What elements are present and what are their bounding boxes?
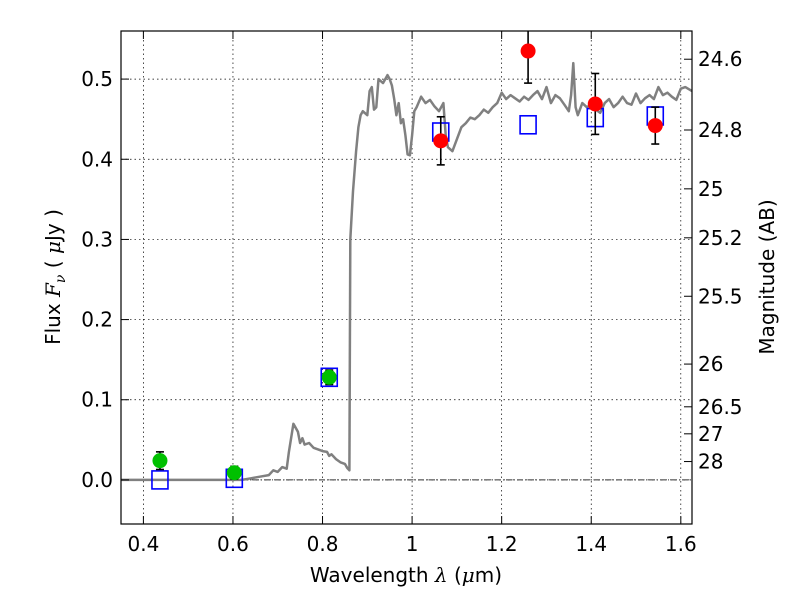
mag-tick-label: 27 [698, 422, 723, 446]
y-axis-title-unit-close: Jy ) [41, 209, 65, 243]
observed_infrared-point [433, 133, 449, 149]
y-axis-title-symbol: F [41, 282, 65, 298]
model-photometry-square [320, 367, 339, 388]
y-tick-label: 0.4 [81, 147, 113, 171]
y-tick-label: 0.1 [81, 388, 113, 412]
x-tick-label: 0.6 [217, 532, 249, 556]
y-tick-label: 0.2 [81, 308, 113, 332]
observed_infrared-point [587, 96, 603, 112]
x-tick-label: 1 [406, 532, 419, 556]
mag-tick-label: 24.8 [698, 118, 743, 142]
x-tick-label: 1.2 [486, 532, 518, 556]
ticks: 0.4 0.6 0.8 1 1.2 1.4 1.6 0.0 0.1 0.2 0.3 0.4 0.5 24.… [81, 31, 743, 556]
mag-tick-label: 24.6 [698, 47, 743, 71]
x-axis-title-prefix: Wavelength [310, 563, 435, 587]
y-tick-label: 0.5 [81, 67, 113, 91]
observed_infrared-point [647, 118, 663, 134]
y-axis-title-prefix: Flux [41, 297, 65, 345]
y-axis-title-unit-open: ( [41, 254, 65, 275]
y-axis-title-subscript: ν [53, 274, 69, 283]
y-tick-label: 0.3 [81, 227, 113, 251]
y-tick-label: 0.0 [81, 468, 113, 492]
plot-frame [120, 30, 693, 525]
mag-tick-label: 25 [698, 177, 723, 201]
model-photometry-square [519, 114, 537, 135]
mag-tick-label: 26.5 [698, 395, 743, 419]
y2-axis-title: Magnitude (AB) [755, 199, 779, 354]
y-axis-title-unit-mu: μ [41, 241, 65, 254]
x-axis-title-unit-close: m) [475, 563, 502, 587]
observed_infrared-point [520, 43, 536, 59]
observed_optical-point [321, 369, 337, 385]
x-axis-title-unit-mu: μ [462, 563, 475, 587]
x-tick-label: 1.4 [575, 532, 607, 556]
x-axis-title-unit-open: ( [448, 563, 462, 587]
mag-tick-label: 26 [698, 352, 723, 376]
series-layer [121, 31, 692, 490]
x-tick-label: 0.8 [307, 532, 339, 556]
x-axis-title-symbol: λ [434, 563, 448, 587]
mag-tick-label: 25.5 [698, 284, 743, 308]
mag-tick-label: 25.2 [698, 226, 743, 250]
x-tick-label: 1.6 [665, 532, 697, 556]
mag-tick-label: 28 [698, 450, 723, 474]
x-axis-title: Wavelength λ (μm) [310, 563, 502, 587]
observed_optical-point [152, 453, 168, 469]
model-photometry-square [151, 470, 169, 490]
y-axis-title: Flux Fν ( μJy ) [41, 209, 69, 345]
x-tick-label: 0.4 [127, 532, 159, 556]
observed_optical-point [226, 465, 242, 481]
